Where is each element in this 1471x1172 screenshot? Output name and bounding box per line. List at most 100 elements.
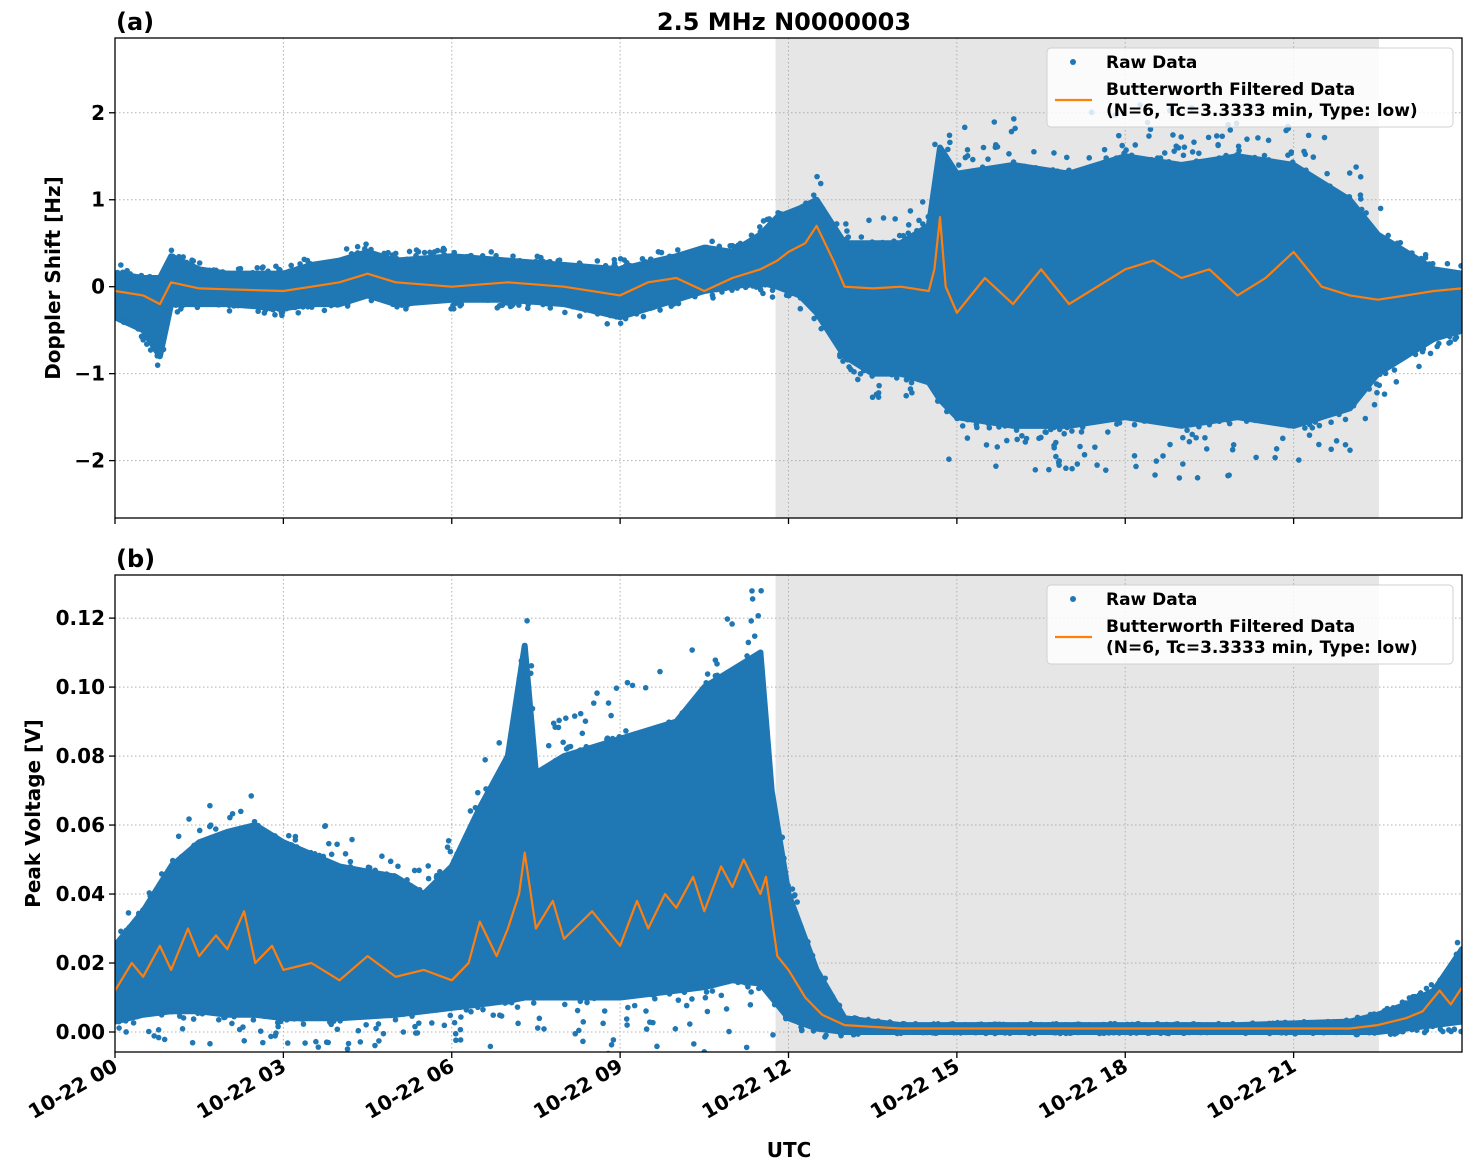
raw-data-point (1454, 953, 1460, 960)
raw-data-point (1224, 1021, 1231, 1028)
x-axis-ticks: 10-22 00 10-22 03 10-22 06 10-22 09 10-22 12… (24, 1054, 1300, 1124)
raw-data-point (145, 1028, 152, 1035)
raw-data-point (447, 848, 454, 855)
raw-data-point (1266, 1020, 1273, 1027)
raw-data-point (334, 1026, 341, 1033)
raw-data-point (1170, 132, 1176, 138)
raw-data-point (368, 294, 375, 300)
raw-data-point (869, 394, 876, 401)
raw-data-point (1261, 152, 1268, 159)
raw-data-point (1219, 133, 1226, 140)
raw-data-point (1110, 416, 1117, 422)
raw-data-point (798, 924, 804, 931)
raw-data-point (1220, 1021, 1227, 1028)
raw-data-point (550, 720, 557, 727)
raw-data-point (457, 299, 464, 306)
raw-data-point (723, 1006, 730, 1012)
raw-data-point (257, 1028, 264, 1034)
raw-data-point (822, 1034, 828, 1040)
raw-data-point (916, 217, 922, 224)
raw-data-point (1181, 144, 1188, 150)
raw-data-point (404, 877, 410, 883)
raw-data-point (256, 270, 263, 277)
y-axis-label: Doppler Shift [Hz] (41, 176, 65, 380)
raw-data-point (1413, 1027, 1420, 1033)
raw-data-point (704, 244, 710, 251)
raw-data-point (622, 315, 629, 322)
raw-data-point (298, 1016, 305, 1022)
raw-data-point (1180, 434, 1186, 441)
raw-data-point (1365, 383, 1372, 389)
raw-data-point (747, 1001, 754, 1008)
raw-data-point (680, 986, 687, 993)
raw-data-point (1119, 142, 1125, 149)
raw-data-point (1000, 1029, 1007, 1036)
raw-data-point (945, 146, 951, 153)
raw-data-point (283, 305, 290, 312)
raw-data-point (1031, 1030, 1038, 1037)
raw-data-point (855, 376, 861, 383)
raw-data-point (1056, 458, 1063, 464)
raw-data-point (594, 311, 601, 317)
raw-data-point (897, 1029, 904, 1035)
raw-data-point (867, 1018, 874, 1025)
raw-data-point (1043, 423, 1049, 430)
raw-data-point (643, 1008, 649, 1014)
raw-data-point (902, 1029, 909, 1035)
raw-data-point (881, 1020, 888, 1026)
raw-data-point (333, 1015, 339, 1022)
raw-data-point (642, 306, 649, 313)
raw-data-point (158, 1012, 165, 1018)
raw-data-point (235, 302, 241, 309)
raw-data-point (556, 257, 563, 263)
raw-data-point (527, 670, 534, 677)
raw-data-point (176, 253, 182, 260)
raw-data-point (722, 979, 729, 985)
raw-data-point (785, 882, 791, 889)
y-tick-label: −1 (74, 362, 105, 386)
raw-data-point (985, 156, 991, 162)
raw-data-point (1050, 167, 1056, 173)
raw-data-point (1423, 985, 1430, 992)
raw-data-point (1165, 158, 1172, 165)
raw-data-point (1225, 417, 1231, 423)
raw-data-point (1016, 1022, 1022, 1028)
raw-data-point (451, 249, 458, 256)
raw-data-point (1078, 429, 1085, 435)
raw-data-point (345, 1040, 352, 1047)
raw-data-point (191, 842, 197, 849)
raw-data-point (408, 300, 415, 306)
raw-data-point (1056, 462, 1062, 468)
raw-data-point (611, 256, 618, 263)
raw-data-point (1204, 1029, 1210, 1036)
raw-data-point (551, 261, 558, 267)
raw-data-point (1193, 434, 1199, 441)
raw-data-point (214, 269, 221, 275)
raw-data-point (412, 1030, 419, 1036)
raw-data-point (1315, 1029, 1321, 1035)
raw-data-point (320, 853, 327, 860)
panel-label: (b) (116, 545, 155, 573)
raw-data-point (1354, 1031, 1361, 1038)
raw-data-point (576, 1027, 582, 1034)
raw-data-point (766, 216, 773, 222)
y-tick-label: 0 (91, 275, 105, 299)
raw-data-point (1075, 1021, 1081, 1027)
raw-data-point (709, 292, 716, 299)
raw-data-point (1333, 438, 1340, 444)
raw-data-point (354, 243, 361, 250)
raw-data-point (770, 217, 777, 224)
raw-data-point (1272, 454, 1278, 461)
raw-data-point (180, 1015, 187, 1021)
raw-data-point (1301, 148, 1307, 155)
raw-data-point (983, 442, 990, 448)
raw-data-point (195, 1010, 201, 1017)
raw-data-point (876, 382, 882, 389)
raw-data-point (545, 742, 552, 749)
y-tick-label: 0.02 (56, 951, 105, 975)
filtered-data-line (115, 851, 1462, 1030)
raw-data-point (613, 685, 620, 691)
raw-data-point (474, 789, 481, 796)
raw-data-point (1045, 1022, 1052, 1028)
raw-data-point (927, 1022, 934, 1028)
